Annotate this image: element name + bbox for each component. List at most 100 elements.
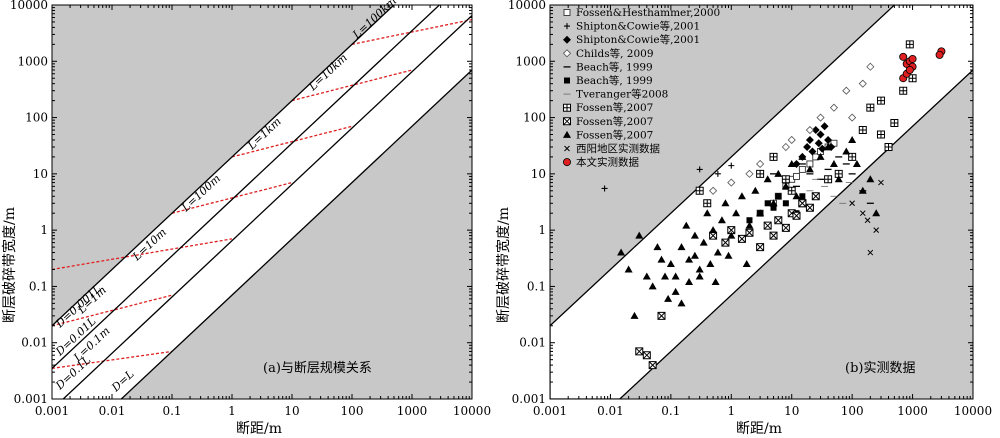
data-point	[769, 152, 778, 161]
legend-marker	[563, 35, 571, 44]
y-tick-label: 100	[523, 111, 546, 125]
panel-b-band-group	[550, 5, 973, 399]
data-point	[756, 243, 765, 252]
data-point	[867, 249, 874, 256]
legend-marker	[564, 23, 570, 30]
data-point	[699, 238, 708, 246]
data-point	[770, 204, 777, 211]
data-point	[864, 217, 871, 224]
ratio-line	[62, 15, 472, 399]
data-point	[769, 199, 778, 207]
x-tick-label: 0.001	[533, 404, 567, 418]
data-point	[703, 209, 712, 217]
data-point	[852, 159, 861, 167]
data-point	[848, 113, 857, 122]
data-point	[805, 125, 814, 135]
data-point	[866, 175, 875, 183]
data-point	[848, 135, 857, 143]
data-point	[834, 175, 843, 183]
data-point	[805, 165, 814, 173]
data-point	[657, 255, 666, 263]
length-line	[171, 181, 293, 214]
ratio-line	[120, 69, 472, 399]
data-point	[781, 175, 790, 184]
data-point	[696, 166, 703, 173]
data-point	[769, 231, 778, 240]
data-point	[816, 152, 825, 160]
legend-label: Beach等, 1999	[576, 74, 653, 87]
data-point	[793, 172, 800, 180]
data-point	[811, 126, 820, 135]
data-point	[849, 200, 855, 207]
data-point	[742, 260, 751, 268]
data-point	[756, 169, 765, 178]
panel-b-legend: Fossen&Hesthammer,2000Shipton&Cowie等,200…	[562, 7, 720, 169]
y-tick-label: 0.001	[512, 392, 546, 406]
data-point	[624, 265, 633, 273]
length-line	[52, 350, 173, 370]
data-point	[635, 231, 644, 239]
data-point	[709, 186, 718, 195]
data-point	[648, 361, 657, 370]
data-point	[787, 135, 796, 145]
panel-a-length-lines	[52, 18, 472, 370]
data-point	[799, 193, 806, 200]
data-point	[848, 152, 857, 161]
legend-marker	[563, 9, 571, 16]
data-point	[878, 179, 884, 186]
data-point	[682, 221, 691, 229]
data-point	[890, 119, 899, 128]
data-point	[756, 159, 765, 169]
data-point	[781, 223, 790, 232]
x-tick-label: 100	[341, 404, 364, 418]
legend-label: Tveranger等2008	[576, 88, 668, 101]
y-tick-label: 0.01	[21, 336, 48, 350]
data-point	[775, 193, 782, 200]
x-tick-label: 0.1	[661, 404, 680, 418]
x-tick-label: 0.01	[597, 404, 624, 418]
data-point	[695, 265, 704, 273]
panel-a-frame	[51, 4, 473, 400]
legend-marker	[563, 117, 571, 126]
data-point	[721, 238, 730, 247]
data-point	[727, 231, 736, 239]
data-point	[876, 130, 885, 139]
data-point	[711, 277, 720, 285]
panel-a-band-group	[52, 5, 472, 399]
length-line	[52, 294, 173, 327]
data-point	[756, 209, 765, 217]
data-point	[858, 79, 867, 88]
data-point	[764, 200, 771, 207]
legend-marker	[562, 49, 572, 58]
y-tick-label: 10000	[508, 0, 546, 12]
data-point	[617, 248, 626, 256]
x-tick-label: 0.01	[99, 404, 126, 418]
length-line	[231, 125, 353, 158]
data-point	[703, 199, 712, 208]
data-point	[635, 347, 644, 356]
panel-a-ratio-lines	[52, 5, 472, 399]
y-tick-label: 1000	[515, 54, 546, 68]
data-point	[695, 186, 704, 195]
panel-b-white-band	[550, 5, 973, 399]
data-point	[690, 251, 699, 259]
data-point	[763, 175, 772, 183]
y-tick-label: 1000	[17, 54, 48, 68]
legend-label: Beach等, 1999	[576, 60, 653, 73]
data-point	[695, 272, 704, 280]
x-tick-label: 10000	[453, 404, 491, 418]
data-point	[727, 178, 736, 187]
data-point	[816, 113, 825, 122]
legend-label: Childs等, 2009	[576, 47, 654, 60]
data-point	[671, 272, 680, 280]
x-tick-label: 1000	[897, 404, 928, 418]
x-tick-label: 10	[284, 404, 299, 418]
data-point	[751, 186, 760, 194]
x-tick-label: 0.1	[162, 404, 181, 418]
data-point	[829, 159, 838, 167]
data-point	[657, 311, 666, 320]
